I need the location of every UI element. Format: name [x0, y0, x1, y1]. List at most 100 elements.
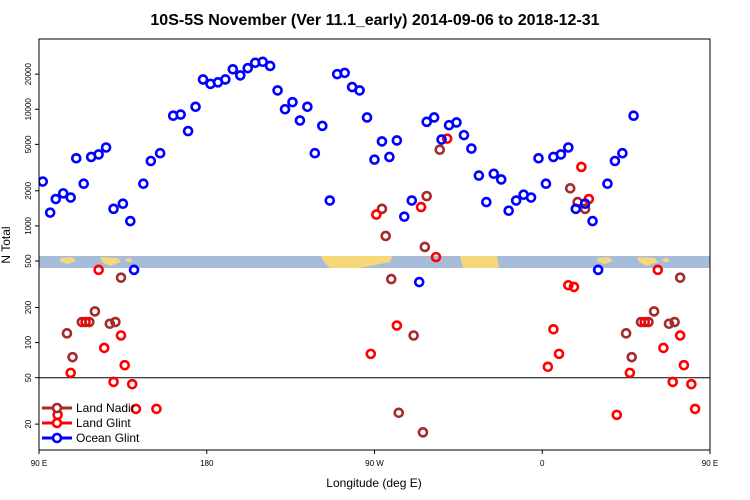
- legend-label: Ocean Glint: [76, 431, 140, 445]
- y-tick-label: 100: [24, 335, 33, 349]
- point: [391, 135, 403, 146]
- y-tick-label: 20: [24, 419, 33, 428]
- point: [175, 109, 186, 120]
- point: [65, 192, 76, 203]
- map-strip-land-indonesia: [60, 257, 76, 264]
- point: [130, 403, 142, 415]
- point: [579, 203, 591, 215]
- point: [441, 133, 453, 144]
- point: [434, 144, 446, 155]
- map-strip-land-indonesia-2: [597, 257, 613, 264]
- point: [406, 195, 418, 206]
- point: [57, 188, 69, 199]
- point: [689, 403, 701, 415]
- point: [658, 342, 669, 354]
- x-tick-label: 90 E: [31, 459, 47, 468]
- point: [652, 264, 664, 276]
- point: [309, 147, 321, 159]
- point: [466, 143, 477, 154]
- y-tick-label: 10000: [24, 98, 33, 121]
- point: [98, 342, 110, 354]
- point: [117, 198, 129, 210]
- x-tick-label: 90 E: [702, 459, 718, 468]
- point: [568, 281, 580, 293]
- point: [399, 211, 410, 222]
- point: [678, 359, 690, 371]
- point: [648, 306, 660, 317]
- point: [393, 407, 405, 419]
- point: [712, 405, 720, 413]
- y-axis-label: N Total: [0, 226, 13, 263]
- point: [563, 142, 574, 153]
- point: [408, 330, 419, 341]
- point: [65, 367, 76, 379]
- y-tick-label: 5000: [24, 135, 33, 153]
- point: [93, 149, 104, 160]
- map-strip-land-islands: [125, 258, 132, 262]
- legend-marker: [51, 432, 63, 444]
- point: [115, 272, 127, 283]
- x-tick-label: 90 W: [365, 459, 384, 468]
- y-tick-label: 20000: [24, 62, 33, 85]
- legend-marker: [51, 402, 63, 414]
- legend-label: Land Glint: [76, 416, 131, 430]
- point: [628, 110, 639, 122]
- x-tick-label: 0: [540, 459, 545, 468]
- point: [413, 276, 425, 288]
- point: [108, 376, 119, 388]
- point: [458, 129, 470, 141]
- point: [78, 178, 90, 190]
- point: [579, 198, 591, 210]
- plot-frame: [38, 38, 711, 451]
- point: [235, 70, 246, 81]
- point: [220, 74, 231, 85]
- point: [576, 161, 587, 173]
- y-tick-label: 200: [24, 300, 33, 314]
- point: [294, 115, 306, 126]
- point: [197, 74, 209, 85]
- point: [354, 85, 365, 96]
- point: [100, 142, 112, 153]
- point: [570, 203, 582, 215]
- point: [264, 60, 276, 72]
- map-strip-land-south-america: [321, 256, 392, 268]
- y-tick-label: 500: [24, 254, 33, 268]
- point: [488, 168, 500, 180]
- point: [61, 328, 73, 339]
- point: [376, 203, 388, 215]
- point: [104, 318, 116, 330]
- y-axis: 20 50 100 200 500 1000 2000 5000 10000 20000: [24, 62, 39, 429]
- y-tick-label: 1000: [24, 216, 33, 234]
- point: [548, 323, 559, 335]
- legend-entry: Land Nadir: [42, 401, 135, 415]
- point: [415, 201, 427, 213]
- point: [553, 348, 565, 360]
- legend-entry: Land Glint: [42, 416, 131, 430]
- point: [44, 207, 56, 218]
- series-land-nadir: [61, 144, 686, 438]
- point: [626, 351, 638, 363]
- point: [361, 112, 373, 123]
- legend-label: Land Nadir: [76, 401, 135, 415]
- point: [592, 264, 604, 276]
- legend-entry: Ocean Glint: [42, 431, 140, 445]
- plot-area: [39, 56, 720, 438]
- point: [639, 316, 651, 328]
- point: [481, 196, 492, 208]
- y-tick-label: 50: [24, 373, 33, 382]
- point: [67, 351, 78, 363]
- point: [108, 203, 119, 215]
- point: [115, 330, 127, 341]
- point: [674, 272, 686, 283]
- point: [525, 192, 537, 203]
- point: [533, 152, 544, 164]
- point: [385, 273, 397, 285]
- map-strip-land-islands-2: [662, 258, 669, 262]
- point: [371, 209, 382, 220]
- point: [669, 316, 680, 328]
- point: [138, 178, 149, 190]
- map-strip-land-new-guinea-2: [637, 257, 658, 266]
- point: [257, 56, 268, 68]
